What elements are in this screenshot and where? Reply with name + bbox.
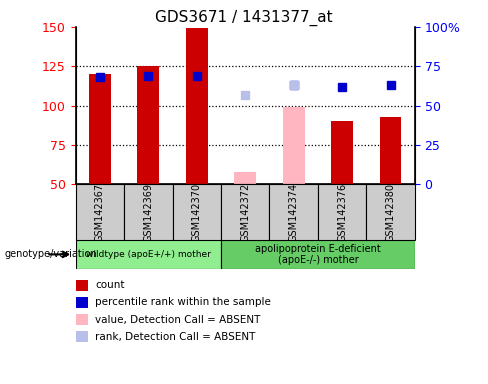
Text: percentile rank within the sample: percentile rank within the sample — [95, 297, 271, 308]
Text: GSM142372: GSM142372 — [240, 182, 250, 242]
Bar — [76, 297, 88, 308]
Bar — [138, 66, 159, 184]
Text: genotype/variation: genotype/variation — [5, 249, 98, 260]
Bar — [76, 314, 88, 325]
Bar — [234, 172, 256, 184]
Bar — [283, 107, 305, 184]
Text: GSM142370: GSM142370 — [192, 183, 202, 242]
Bar — [366, 184, 415, 240]
Bar — [76, 240, 221, 269]
Text: GSM142369: GSM142369 — [143, 183, 153, 242]
Bar — [76, 331, 88, 343]
Bar — [186, 28, 208, 184]
Bar — [331, 121, 353, 184]
Text: GSM142376: GSM142376 — [337, 183, 347, 242]
Bar — [221, 240, 415, 269]
Bar — [76, 184, 124, 240]
Text: GSM142367: GSM142367 — [95, 183, 105, 242]
Bar — [380, 117, 402, 184]
Text: count: count — [95, 280, 124, 290]
Bar — [89, 74, 111, 184]
Text: GSM142380: GSM142380 — [386, 183, 396, 242]
Bar — [124, 184, 173, 240]
Text: GDS3671 / 1431377_at: GDS3671 / 1431377_at — [155, 10, 333, 26]
Bar — [76, 280, 88, 291]
Text: rank, Detection Call = ABSENT: rank, Detection Call = ABSENT — [95, 332, 256, 342]
Bar — [173, 184, 221, 240]
Bar — [221, 184, 269, 240]
Text: wildtype (apoE+/+) mother: wildtype (apoE+/+) mother — [86, 250, 211, 259]
Bar — [318, 184, 366, 240]
Bar — [269, 184, 318, 240]
Text: apolipoprotein E-deficient
(apoE-/-) mother: apolipoprotein E-deficient (apoE-/-) mot… — [255, 243, 381, 265]
Text: value, Detection Call = ABSENT: value, Detection Call = ABSENT — [95, 314, 261, 325]
Text: GSM142374: GSM142374 — [289, 183, 299, 242]
